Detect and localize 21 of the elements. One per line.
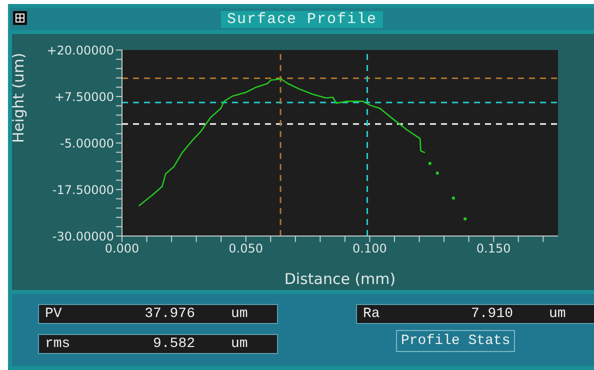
x-tick-label: 0.000 [104, 242, 140, 256]
y-tick-label: -5.00000 [60, 136, 114, 150]
text: Ra 7.910 um [363, 306, 566, 322]
x-tick-label: 0.150 [476, 242, 511, 256]
y-tick-label: -17.50000 [52, 182, 114, 197]
y-axis-title: Height (um) [9, 52, 28, 143]
y-tick-label: +7.50000 [54, 90, 114, 104]
line-series [138, 78, 426, 207]
text: PV 37.976 um [45, 306, 248, 322]
point [436, 172, 439, 175]
text: rms 9.582 um [45, 336, 248, 352]
x-tick-label: 0.050 [228, 242, 264, 256]
x-tick-label: 0.100 [352, 242, 387, 256]
y-tick-label: -30.00000 [52, 229, 114, 244]
chart-title: Surface Profile [220, 10, 384, 28]
text: Profile Stats [396, 330, 516, 352]
x-axis-title: Distance (mm) [284, 270, 396, 288]
y-tick-label: +20.00000 [46, 43, 114, 58]
point [464, 217, 467, 220]
point [428, 162, 432, 165]
point [452, 196, 455, 200]
